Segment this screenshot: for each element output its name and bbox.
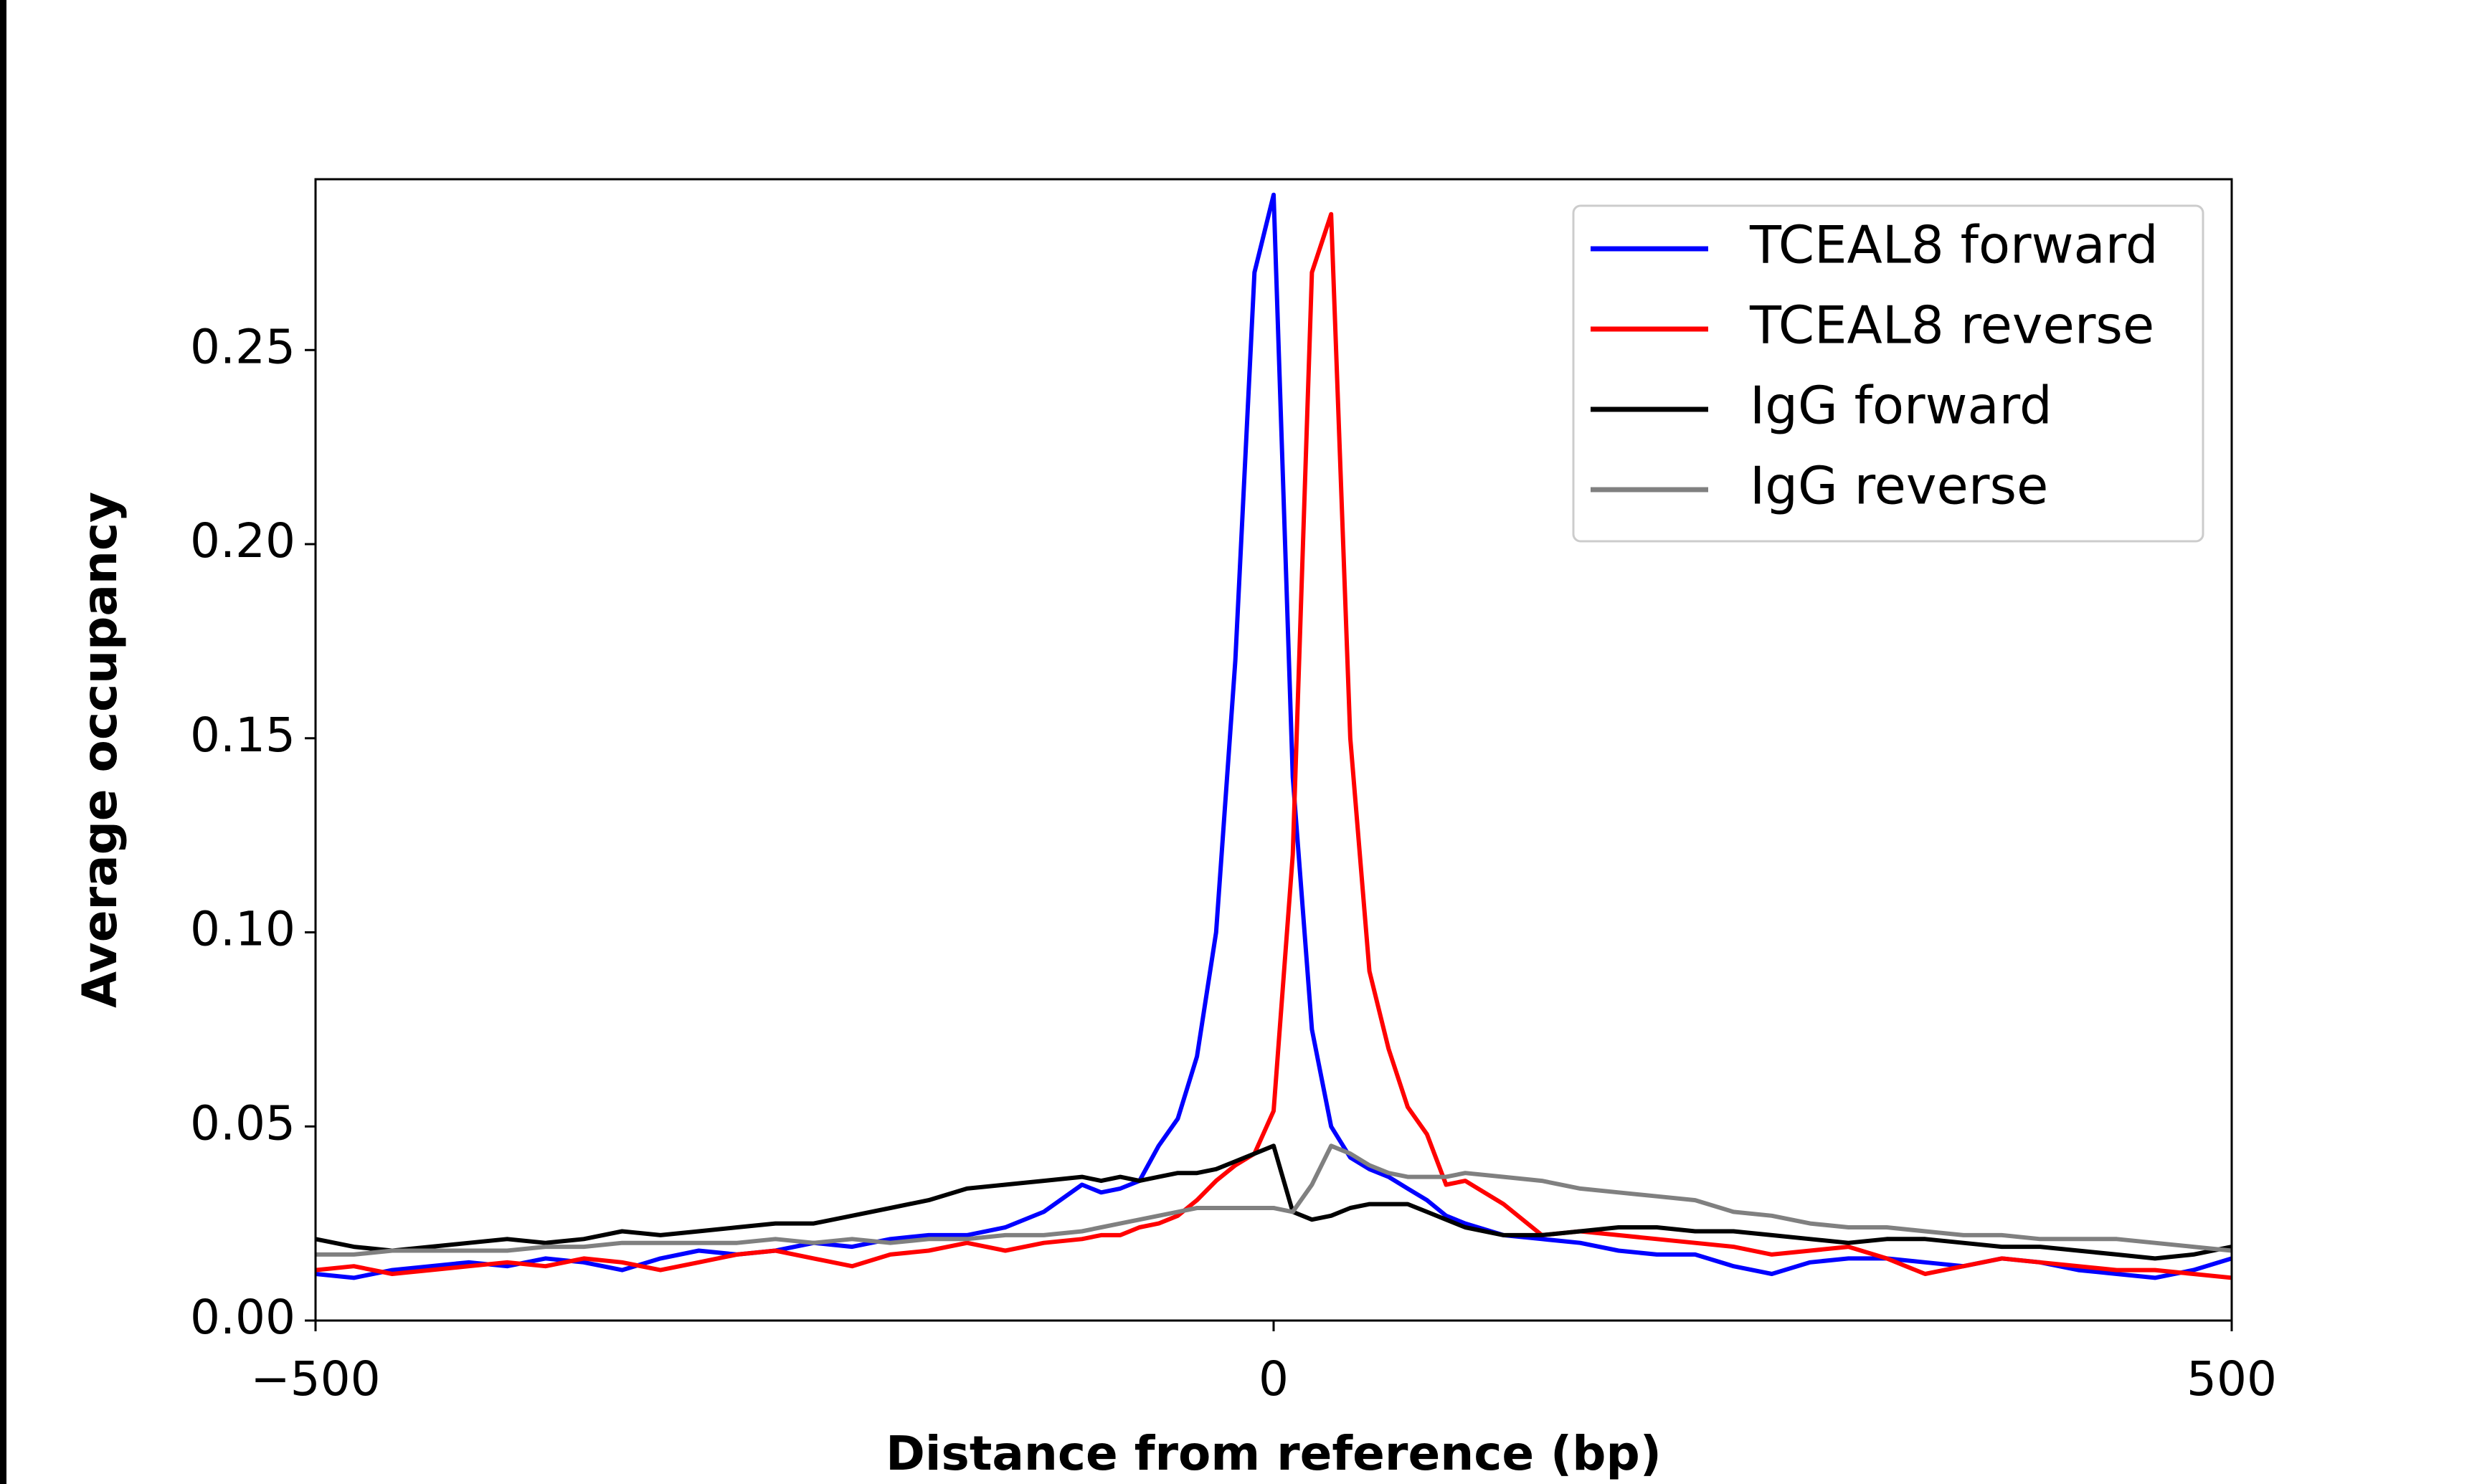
- x-tick-label: −500: [250, 1351, 380, 1407]
- y-tick-label: 0.00: [190, 1290, 295, 1345]
- x-tick-label: 0: [1259, 1351, 1289, 1407]
- y-tick-label: 0.15: [190, 708, 295, 763]
- series-line: [316, 192, 2232, 1280]
- legend-label: IgG reverse: [1750, 456, 2048, 516]
- legend-label: TCEAL8 reverse: [1749, 295, 2154, 356]
- series-line: [316, 1143, 2232, 1261]
- plot-frame: [314, 178, 2233, 1322]
- legend-box: [1572, 204, 2204, 543]
- series-line: [316, 211, 2232, 1280]
- y-axis-label: Average occupancy: [72, 492, 128, 1008]
- y-tick-label: 0.20: [190, 513, 295, 569]
- series-line: [316, 1143, 2232, 1257]
- x-axis-label: Distance from reference (bp): [886, 1426, 1662, 1481]
- y-tick-label: 0.10: [190, 902, 295, 957]
- legend-label: IgG forward: [1750, 376, 2052, 436]
- x-tick-label: 500: [2187, 1351, 2277, 1407]
- legend-label: TCEAL8 forward: [1749, 215, 2159, 275]
- y-tick-label: 0.05: [190, 1095, 295, 1151]
- y-tick-label: 0.25: [190, 319, 295, 374]
- left-border: [0, 0, 6, 1484]
